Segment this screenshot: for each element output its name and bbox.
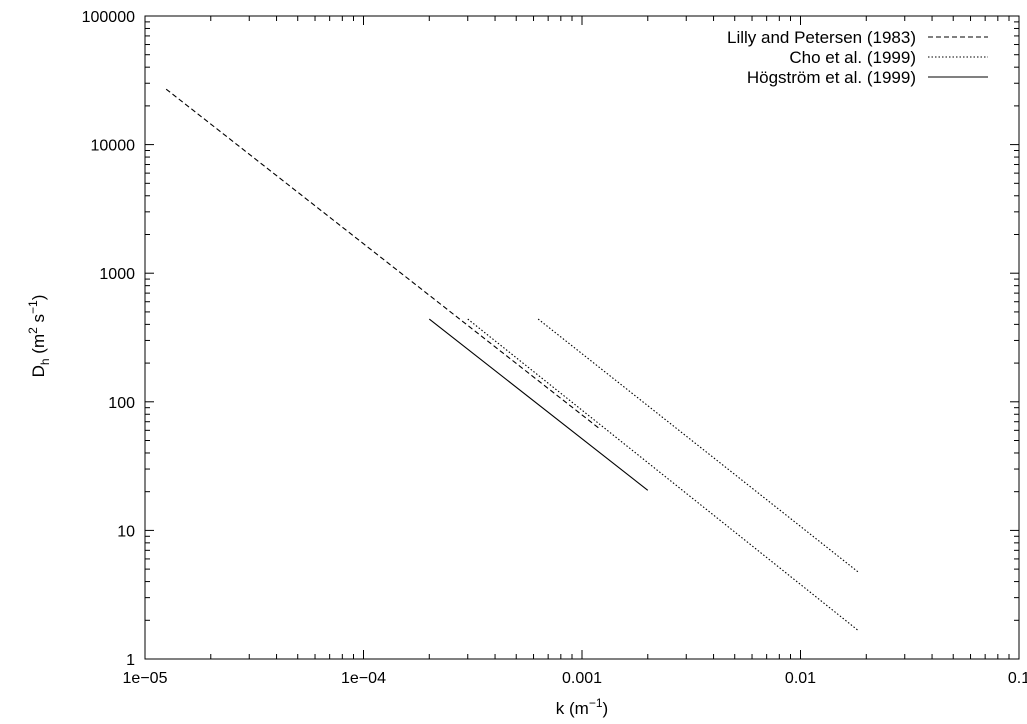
y-axis-label: Dh (m2 s−1) <box>26 295 52 378</box>
x-tick-label: 0.001 <box>562 670 602 687</box>
x-tick-label: 0.1 <box>1008 670 1027 687</box>
series-line <box>165 88 600 429</box>
x-axis-label: k (m−1) <box>556 696 608 718</box>
x-tick-label: 1e−04 <box>341 670 386 687</box>
y-tick-label: 1 <box>126 652 135 669</box>
plot-frame <box>144 15 1020 660</box>
series-line <box>467 318 860 632</box>
x-tick-label: 1e−05 <box>123 670 168 687</box>
legend-label: Cho et al. (1999) <box>789 48 916 67</box>
legend-label: Högström et al. (1999) <box>747 68 916 87</box>
y-tick-label: 10000 <box>91 138 136 155</box>
series-line <box>428 318 649 491</box>
x-tick-label: 0.01 <box>785 670 816 687</box>
series-line <box>537 318 860 574</box>
y-tick-label: 100000 <box>82 9 135 26</box>
y-tick-label: 10 <box>117 523 135 540</box>
y-tick-label: 100 <box>108 395 135 412</box>
legend-label: Lilly and Petersen (1983) <box>727 28 916 47</box>
y-tick-label: 1000 <box>99 266 135 283</box>
series-layer <box>165 88 860 632</box>
legend: Lilly and Petersen (1983)Cho et al. (199… <box>727 28 988 87</box>
axis-ticks: 1e−05 1e−04 0.001 0.01 0.1 1 10 100 1000 10000 100… <box>82 9 1027 687</box>
